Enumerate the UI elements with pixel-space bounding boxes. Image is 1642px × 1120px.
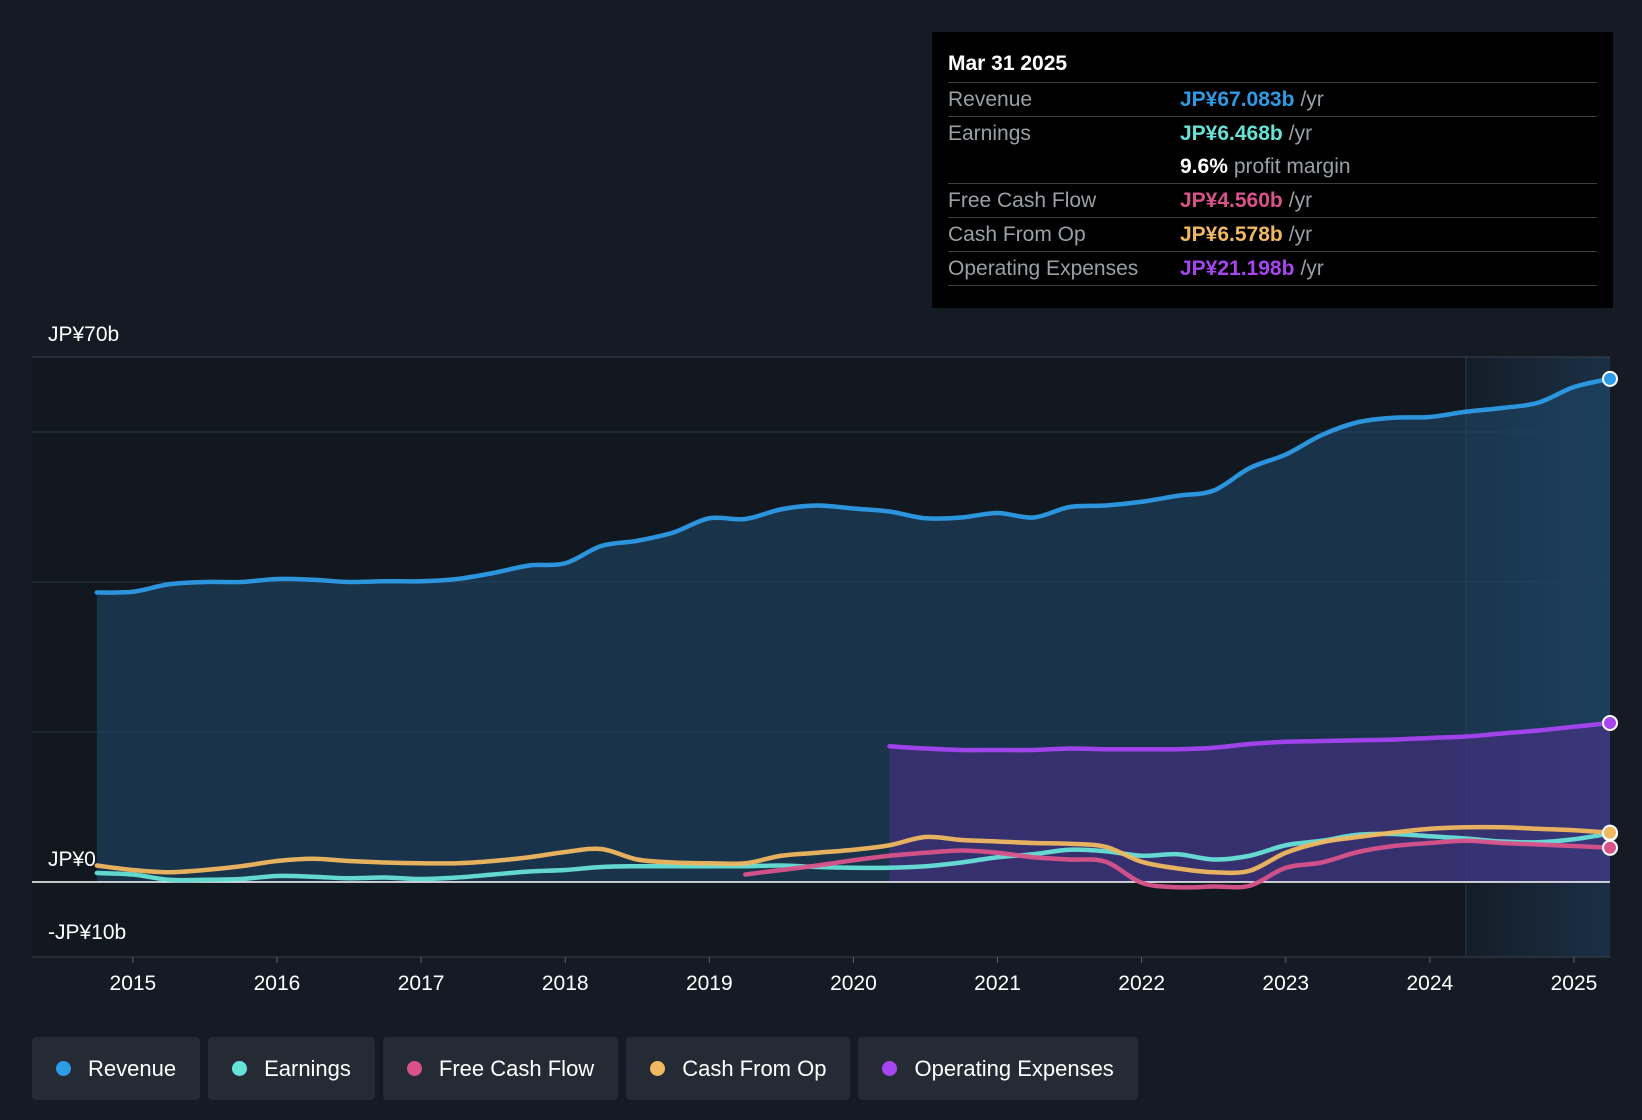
x-tick-label: 2022	[1118, 972, 1165, 995]
revenue-line	[94, 376, 1613, 595]
legend-item-earnings[interactable]: Earnings	[208, 1037, 375, 1100]
x-tick-label: 2019	[686, 972, 733, 995]
series-lines	[94, 376, 1613, 890]
legend-item-revenue[interactable]: Revenue	[32, 1037, 201, 1100]
x-tick-label: 2020	[830, 972, 877, 995]
tooltip-label: Cash From Op	[948, 222, 1086, 246]
tooltip-row-free-cash-flow: Free Cash Flow JP¥4.560b /yr	[948, 183, 1597, 217]
revenue-area	[96, 378, 1610, 882]
tooltip-label: Revenue	[948, 87, 1033, 111]
x-tick-label: 2016	[254, 972, 301, 995]
x-tick-label: 2017	[398, 972, 445, 995]
legend-label: Operating Expenses	[914, 1055, 1114, 1081]
legend: Revenue Earnings Free Cash Flow Cash Fro…	[32, 1037, 1138, 1100]
cash-from-op-end-point	[1602, 824, 1618, 841]
tooltip-value: JP¥6.578b	[1180, 222, 1283, 246]
tooltip-unit: /yr	[1300, 256, 1324, 280]
y-axis-labels: JP¥70b JP¥0 -JP¥10b	[48, 323, 126, 944]
operating-expenses-line	[887, 720, 1613, 753]
series-end-dots	[1602, 370, 1618, 856]
tooltip-panel: Mar 31 2025 Revenue JP¥67.083b /yr Earni…	[932, 32, 1613, 308]
tooltip-label: Operating Expenses	[948, 256, 1139, 280]
x-tick-label: 2024	[1407, 972, 1454, 995]
revenue-dot-icon	[56, 1061, 71, 1076]
tooltip-value: JP¥6.468b	[1180, 121, 1283, 145]
tooltip-value: JP¥4.560b	[1180, 188, 1283, 212]
x-tick-label: 2015	[110, 972, 157, 995]
x-tick-label: 2018	[542, 972, 589, 995]
free-cash-flow-line	[743, 838, 1613, 890]
tooltip-unit: /yr	[1288, 222, 1313, 246]
free-cash-flow-end-point	[1602, 839, 1618, 856]
tooltip-value: JP¥67.083b	[1180, 87, 1295, 111]
tooltip-unit: /yr	[1288, 188, 1313, 212]
tooltip-row-profit-margin: 9.6% profit margin	[948, 150, 1597, 183]
x-tick-label: 2021	[974, 972, 1021, 995]
y-axis-label: JP¥70b	[48, 323, 119, 346]
x-axis-ticks: 2015 2016 2017 2018 2019 2020 2021 2022 2023 2024…	[110, 957, 1598, 995]
tooltip-date: Mar 31 2025	[948, 52, 1068, 75]
tooltip-row-operating-expenses: Operating Expenses JP¥21.198b /yr	[948, 251, 1597, 286]
cash-from-op-line	[94, 824, 1613, 876]
tooltip-unit: /yr	[1300, 87, 1324, 111]
free-cash-flow-dot-icon	[406, 1061, 422, 1076]
tooltip-row-earnings: Earnings JP¥6.468b /yr	[948, 116, 1597, 150]
tooltip-label: Free Cash Flow	[948, 188, 1097, 212]
y-axis-label: JP¥0	[48, 848, 96, 871]
tooltip-row-revenue: Revenue JP¥67.083b /yr	[948, 82, 1597, 116]
legend-item-free-cash-flow[interactable]: Free Cash Flow	[382, 1037, 619, 1100]
tooltip-value: JP¥21.198b	[1180, 256, 1295, 280]
legend-label: Cash From Op	[682, 1055, 827, 1081]
x-tick-label: 2025	[1551, 972, 1598, 995]
tooltip-unit: /yr	[1288, 121, 1313, 145]
tooltip-value: 9.6%	[1180, 154, 1228, 178]
operating-expenses-dot-icon	[882, 1061, 898, 1076]
x-tick-label: 2023	[1262, 972, 1309, 995]
legend-item-cash-from-op[interactable]: Cash From Op	[626, 1037, 851, 1100]
operating-expenses-end-point	[1602, 715, 1618, 732]
legend-label: Free Cash Flow	[438, 1055, 595, 1081]
tooltip-label: Earnings	[948, 121, 1031, 145]
y-axis-label: -JP¥10b	[48, 921, 126, 944]
tooltip-row-cash-from-op: Cash From Op JP¥6.578b /yr	[948, 217, 1597, 251]
earnings-dot-icon	[232, 1061, 248, 1076]
legend-label: Revenue	[88, 1055, 177, 1081]
legend-item-operating-expenses[interactable]: Operating Expenses	[858, 1037, 1138, 1100]
legend-label: Earnings	[264, 1055, 351, 1081]
revenue-end-point	[1602, 370, 1618, 387]
cash-from-op-dot-icon	[650, 1061, 666, 1076]
tooltip-unit: profit margin	[1233, 154, 1351, 178]
